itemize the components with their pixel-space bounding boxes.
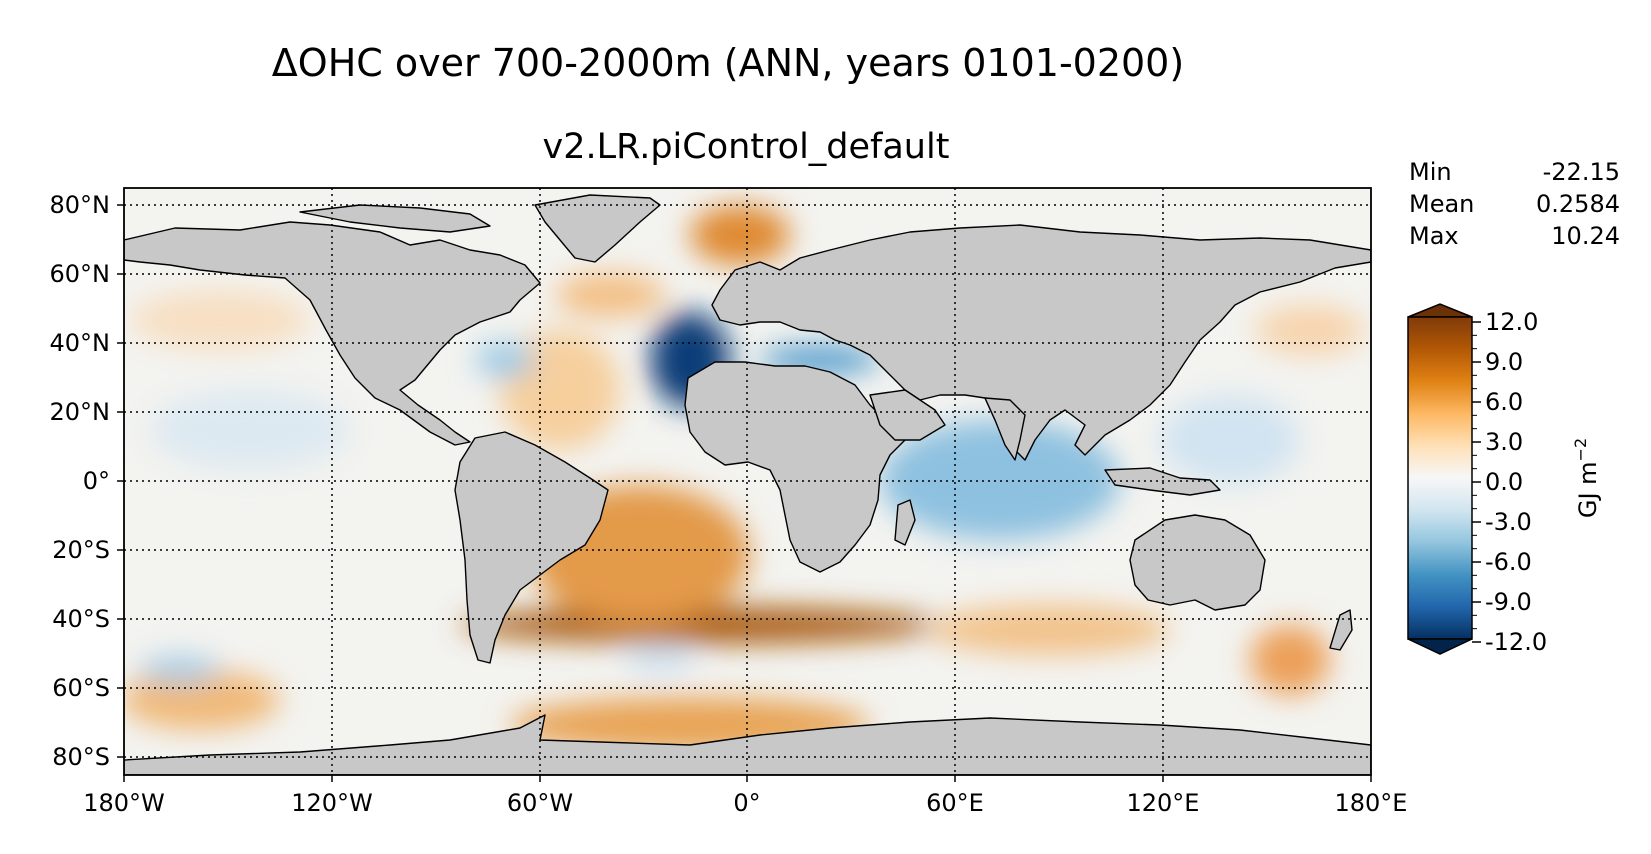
- stat-mean-value: 0.2584: [1536, 190, 1620, 218]
- colorbar-extend-low: [1407, 638, 1473, 655]
- colorbar-tick-label: 0.0: [1485, 468, 1523, 496]
- chart-title: ΔOHC over 700-2000m (ANN, years 0101-020…: [272, 41, 1184, 85]
- land-antarctica: [124, 714, 1371, 775]
- anomaly-drake-cool: [625, 650, 695, 670]
- y-tick-label: 60°N: [50, 260, 111, 288]
- stat-min-label: Min: [1409, 158, 1452, 186]
- anomaly-north-pacific-warm: [1255, 305, 1365, 355]
- y-tick-label: 40°N: [50, 329, 111, 357]
- land-australia: [1129, 514, 1266, 611]
- y-tick-label: 20°N: [50, 398, 111, 426]
- stat-max-value: 10.24: [1551, 222, 1620, 250]
- colorbar-major-ticks: [1472, 321, 1481, 643]
- colorbar-tick-label: 3.0: [1485, 428, 1523, 456]
- map-panel: [124, 188, 1371, 775]
- anomaly-indian-southern-warm: [930, 605, 1170, 655]
- colorbar-tick-label: 9.0: [1485, 348, 1523, 376]
- stat-mean-label: Mean: [1409, 190, 1474, 218]
- y-tick-label: 0°: [83, 467, 110, 495]
- anomaly-labrador-warm: [555, 273, 665, 317]
- colorbar-tick-label: -6.0: [1485, 548, 1532, 576]
- anomaly-southern-atlantic-warm: [460, 607, 940, 643]
- colorbar-tick-label: -9.0: [1485, 588, 1532, 616]
- stats-box: Min -22.15 Mean 0.2584 Max 10.24: [1409, 158, 1620, 250]
- anomaly-tasman-warm: [1250, 625, 1330, 695]
- gridlines: [124, 188, 1371, 775]
- colorbar-label: GJ m−2: [1571, 438, 1602, 518]
- y-tick-label: 80°N: [50, 191, 111, 219]
- x-tick-label: 0°: [733, 789, 760, 817]
- land-arctic-islands: [299, 204, 491, 233]
- colorbar: 12.0 9.0 6.0 3.0 0.0 -3.0 -6.0 -9.0 -12.…: [1407, 303, 1602, 656]
- axis-ticks: [117, 204, 1372, 782]
- colorbar-tick-label: 12.0: [1485, 308, 1538, 336]
- anomaly-north-pacific-warm-2: [130, 290, 310, 350]
- land-eurasia: [711, 224, 1371, 461]
- land-new-zealand: [1329, 609, 1353, 651]
- x-tick-label: 60°E: [926, 789, 984, 817]
- colorbar-tick-labels: 12.0 9.0 6.0 3.0 0.0 -3.0 -6.0 -9.0 -12.…: [1485, 308, 1547, 656]
- y-tick-label: 40°S: [52, 605, 110, 633]
- x-tick-label: 60°W: [507, 789, 573, 817]
- y-tick-label: 80°S: [52, 743, 110, 771]
- colorbar-label-unit: GJ m: [1574, 461, 1602, 518]
- x-tick-label: 120°E: [1127, 789, 1200, 817]
- colorbar-body: [1407, 316, 1473, 640]
- stat-max-label: Max: [1409, 222, 1459, 250]
- colorbar-tick-label: -3.0: [1485, 508, 1532, 536]
- anomaly-pacific-southern-warm: [124, 670, 280, 730]
- anomaly-pacific-south-cool: [140, 656, 220, 684]
- anomaly-norwegian-sea-warm: [690, 205, 790, 265]
- colorbar-label-exponent: −2: [1571, 438, 1590, 462]
- x-tick-labels: 180°W 120°W 60°W 0° 60°E 120°E 180°E: [83, 789, 1407, 817]
- x-tick-label: 180°W: [83, 789, 165, 817]
- anomaly-indian-ocean-cold: [880, 420, 1120, 540]
- land-india: [984, 397, 1026, 461]
- land-south-america: [454, 431, 609, 664]
- x-tick-label: 180°E: [1335, 789, 1408, 817]
- land-madagascar: [894, 499, 916, 546]
- y-tick-label: 20°S: [52, 536, 110, 564]
- stat-min-value: -22.15: [1543, 158, 1620, 186]
- colorbar-tick-label: 6.0: [1485, 388, 1523, 416]
- anomaly-pacific-tropical-cool: [150, 390, 350, 470]
- land-africa: [684, 361, 906, 573]
- land-greenland: [534, 194, 661, 263]
- colorbar-tick-label: -12.0: [1485, 628, 1547, 656]
- chart-subtitle: v2.LR.piControl_default: [543, 127, 950, 167]
- colorbar-extend-high: [1407, 303, 1473, 318]
- y-tick-labels: 80°N 60°N 40°N 20°N 0° 20°S 40°S 60°S 80…: [50, 191, 111, 771]
- anomaly-gulf-stream-cold: [475, 342, 535, 378]
- x-tick-label: 120°W: [291, 789, 373, 817]
- anomaly-west-pacific-cool: [1160, 395, 1300, 485]
- land-arabia: [869, 389, 946, 441]
- y-tick-label: 60°S: [52, 674, 110, 702]
